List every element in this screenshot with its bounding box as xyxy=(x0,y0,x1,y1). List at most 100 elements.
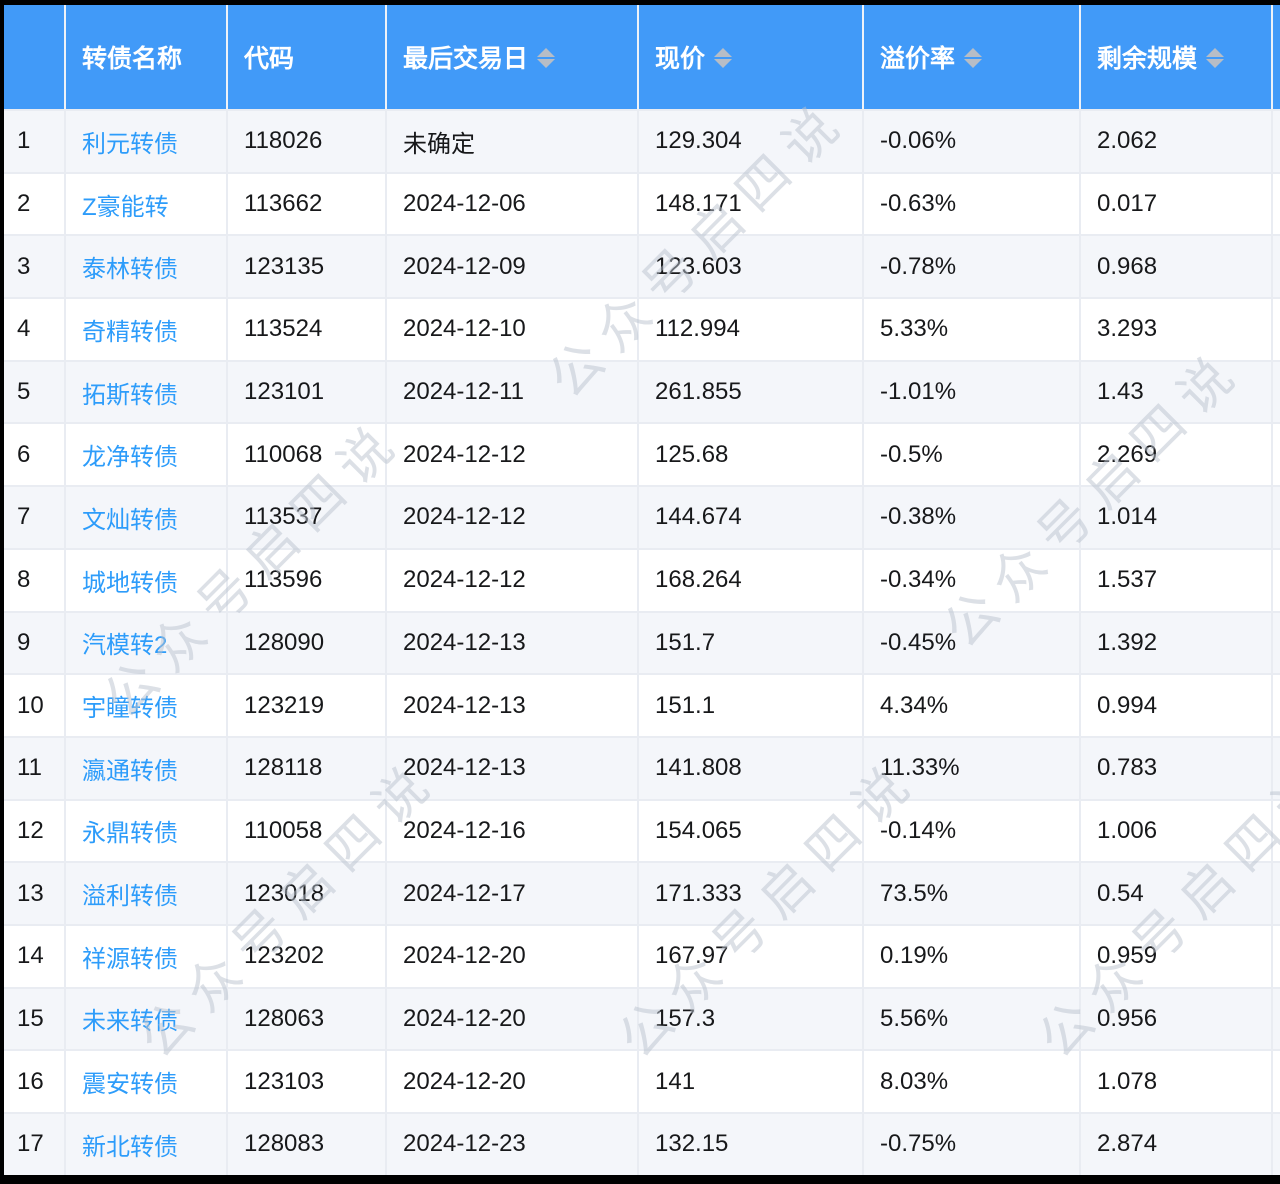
column-sliver xyxy=(1273,5,1280,109)
premium-rate-cell: -0.45% xyxy=(864,612,1079,674)
bond-name-link[interactable]: 永鼎转债 xyxy=(66,800,226,862)
bond-name-link[interactable]: 宇瞳转债 xyxy=(66,675,226,736)
last-trade-date-cell: 2024-12-12 xyxy=(387,487,637,548)
row-index-cell: 7 xyxy=(4,487,64,548)
premium-rate-cell: -0.06% xyxy=(864,111,1079,172)
bond-name-link[interactable]: 泰林转债 xyxy=(66,236,226,298)
bond-name-link[interactable]: 未来转债 xyxy=(66,988,226,1050)
bond-code-cell: 128083 xyxy=(228,1114,385,1175)
column-sliver xyxy=(1273,1114,1280,1175)
column-sliver xyxy=(1273,173,1280,235)
table-row: 11 瀛通转债 128118 2024-12-13 141.808 11.33%… xyxy=(4,735,1280,799)
row-index-cell: 16 xyxy=(4,1051,64,1112)
column-sliver xyxy=(1273,800,1280,862)
column-sliver xyxy=(1273,299,1280,360)
table-row: 3 泰林转债 123135 2024-12-09 123.603 -0.78% … xyxy=(4,234,1280,298)
price-cell: 261.855 xyxy=(639,361,862,423)
bond-name-link[interactable]: 震安转债 xyxy=(66,1051,226,1112)
table-row: 15 未来转债 128063 2024-12-20 157.3 5.56% 0.… xyxy=(4,986,1280,1050)
table-body: 1 利元转债 118026 未确定 129.304 -0.06% 2.062 2… xyxy=(4,109,1280,1175)
header-label: 溢价率 xyxy=(880,45,956,73)
row-index-cell: 2 xyxy=(4,173,64,235)
remaining-size-cell: 2.062 xyxy=(1081,111,1271,172)
price-cell: 151.7 xyxy=(639,612,862,674)
table-row: 13 溢利转债 123018 2024-12-17 171.333 73.5% … xyxy=(4,861,1280,924)
remaining-size-cell: 0.994 xyxy=(1081,675,1271,736)
row-index-cell: 3 xyxy=(4,236,64,298)
premium-rate-cell: 0.19% xyxy=(864,925,1079,987)
remaining-size-cell: 1.537 xyxy=(1081,549,1271,611)
price-cell: 154.065 xyxy=(639,800,862,862)
price-cell: 125.68 xyxy=(639,424,862,486)
last-trade-date-cell: 2024-12-20 xyxy=(387,988,637,1050)
row-index-cell: 17 xyxy=(4,1114,64,1175)
bond-code-cell: 113537 xyxy=(228,487,385,548)
price-cell: 123.603 xyxy=(639,236,862,298)
row-index-cell: 15 xyxy=(4,988,64,1050)
price-cell: 132.15 xyxy=(639,1114,862,1175)
bond-name-link[interactable]: 溢利转债 xyxy=(66,863,226,924)
column-sliver xyxy=(1273,487,1280,548)
premium-rate-cell: -0.78% xyxy=(864,236,1079,298)
price-cell: 171.333 xyxy=(639,863,862,924)
price-cell: 112.994 xyxy=(639,299,862,360)
sort-icon xyxy=(964,48,983,68)
price-cell: 141.808 xyxy=(639,737,862,799)
remaining-size-cell: 1.006 xyxy=(1081,800,1271,862)
bond-name-link[interactable]: 文灿转债 xyxy=(66,487,226,548)
bond-code-cell: 128063 xyxy=(228,988,385,1050)
price-cell: 148.171 xyxy=(639,173,862,235)
row-index-cell: 13 xyxy=(4,863,64,924)
last-trade-date-cell: 2024-12-11 xyxy=(387,361,637,423)
bond-name-link[interactable]: 城地转债 xyxy=(66,549,226,611)
bond-name-link[interactable]: 拓斯转债 xyxy=(66,361,226,423)
last-trade-date-cell: 2024-12-10 xyxy=(387,299,637,360)
bond-name-link[interactable]: Z豪能转 xyxy=(66,173,226,235)
remaining-size-cell: 2.269 xyxy=(1081,424,1271,486)
row-index-cell: 6 xyxy=(4,424,64,486)
premium-rate-cell: -0.38% xyxy=(864,487,1079,548)
header-cell-bond-name: 转债名称 xyxy=(66,5,226,109)
price-cell: 168.264 xyxy=(639,549,862,611)
price-cell: 141 xyxy=(639,1051,862,1112)
table-row: 4 奇精转债 113524 2024-12-10 112.994 5.33% 3… xyxy=(4,297,1280,360)
remaining-size-cell: 0.956 xyxy=(1081,988,1271,1050)
bond-name-link[interactable]: 奇精转债 xyxy=(66,299,226,360)
premium-rate-cell: -0.14% xyxy=(864,800,1079,862)
bond-name-link[interactable]: 龙净转债 xyxy=(66,424,226,486)
header-cell-remaining-size[interactable]: 剩余规模 xyxy=(1081,5,1271,109)
table-row: 16 震安转债 123103 2024-12-20 141 8.03% 1.07… xyxy=(4,1049,1280,1112)
bond-code-cell: 123103 xyxy=(228,1051,385,1112)
table-header-row: 转债名称 代码 最后交易日 现价 溢价率 剩余规模 xyxy=(4,5,1280,109)
bond-code-cell: 110058 xyxy=(228,800,385,862)
header-cell-last-trade-date[interactable]: 最后交易日 xyxy=(387,5,637,109)
column-sliver xyxy=(1273,549,1280,611)
table-row: 1 利元转债 118026 未确定 129.304 -0.06% 2.062 xyxy=(4,109,1280,172)
table-row: 2 Z豪能转 113662 2024-12-06 148.171 -0.63% … xyxy=(4,171,1280,235)
header-label: 剩余规模 xyxy=(1097,45,1198,73)
table-row: 8 城地转债 113596 2024-12-12 168.264 -0.34% … xyxy=(4,547,1280,611)
remaining-size-cell: 1.43 xyxy=(1081,361,1271,423)
row-index-cell: 9 xyxy=(4,612,64,674)
remaining-size-cell: 0.783 xyxy=(1081,737,1271,799)
bond-name-link[interactable]: 祥源转债 xyxy=(66,925,226,987)
bond-code-cell: 123202 xyxy=(228,925,385,987)
column-sliver xyxy=(1273,737,1280,799)
bond-name-link[interactable]: 瀛通转债 xyxy=(66,737,226,799)
bond-name-link[interactable]: 汽模转2 xyxy=(66,612,226,674)
table-row: 9 汽模转2 128090 2024-12-13 151.7 -0.45% 1.… xyxy=(4,610,1280,674)
row-index-cell: 5 xyxy=(4,361,64,423)
last-trade-date-cell: 2024-12-17 xyxy=(387,863,637,924)
header-label: 最后交易日 xyxy=(403,45,529,73)
sort-icon xyxy=(714,48,733,68)
header-cell-code: 代码 xyxy=(228,5,385,109)
header-cell-price[interactable]: 现价 xyxy=(639,5,862,109)
bond-name-link[interactable]: 利元转债 xyxy=(66,111,226,172)
premium-rate-cell: -1.01% xyxy=(864,361,1079,423)
bond-name-link[interactable]: 新北转债 xyxy=(66,1114,226,1175)
header-label: 代码 xyxy=(244,45,295,73)
table-row: 6 龙净转债 110068 2024-12-12 125.68 -0.5% 2.… xyxy=(4,422,1280,486)
header-cell-premium-rate[interactable]: 溢价率 xyxy=(864,5,1079,109)
bond-code-cell: 113596 xyxy=(228,549,385,611)
header-cell-index xyxy=(4,5,64,109)
